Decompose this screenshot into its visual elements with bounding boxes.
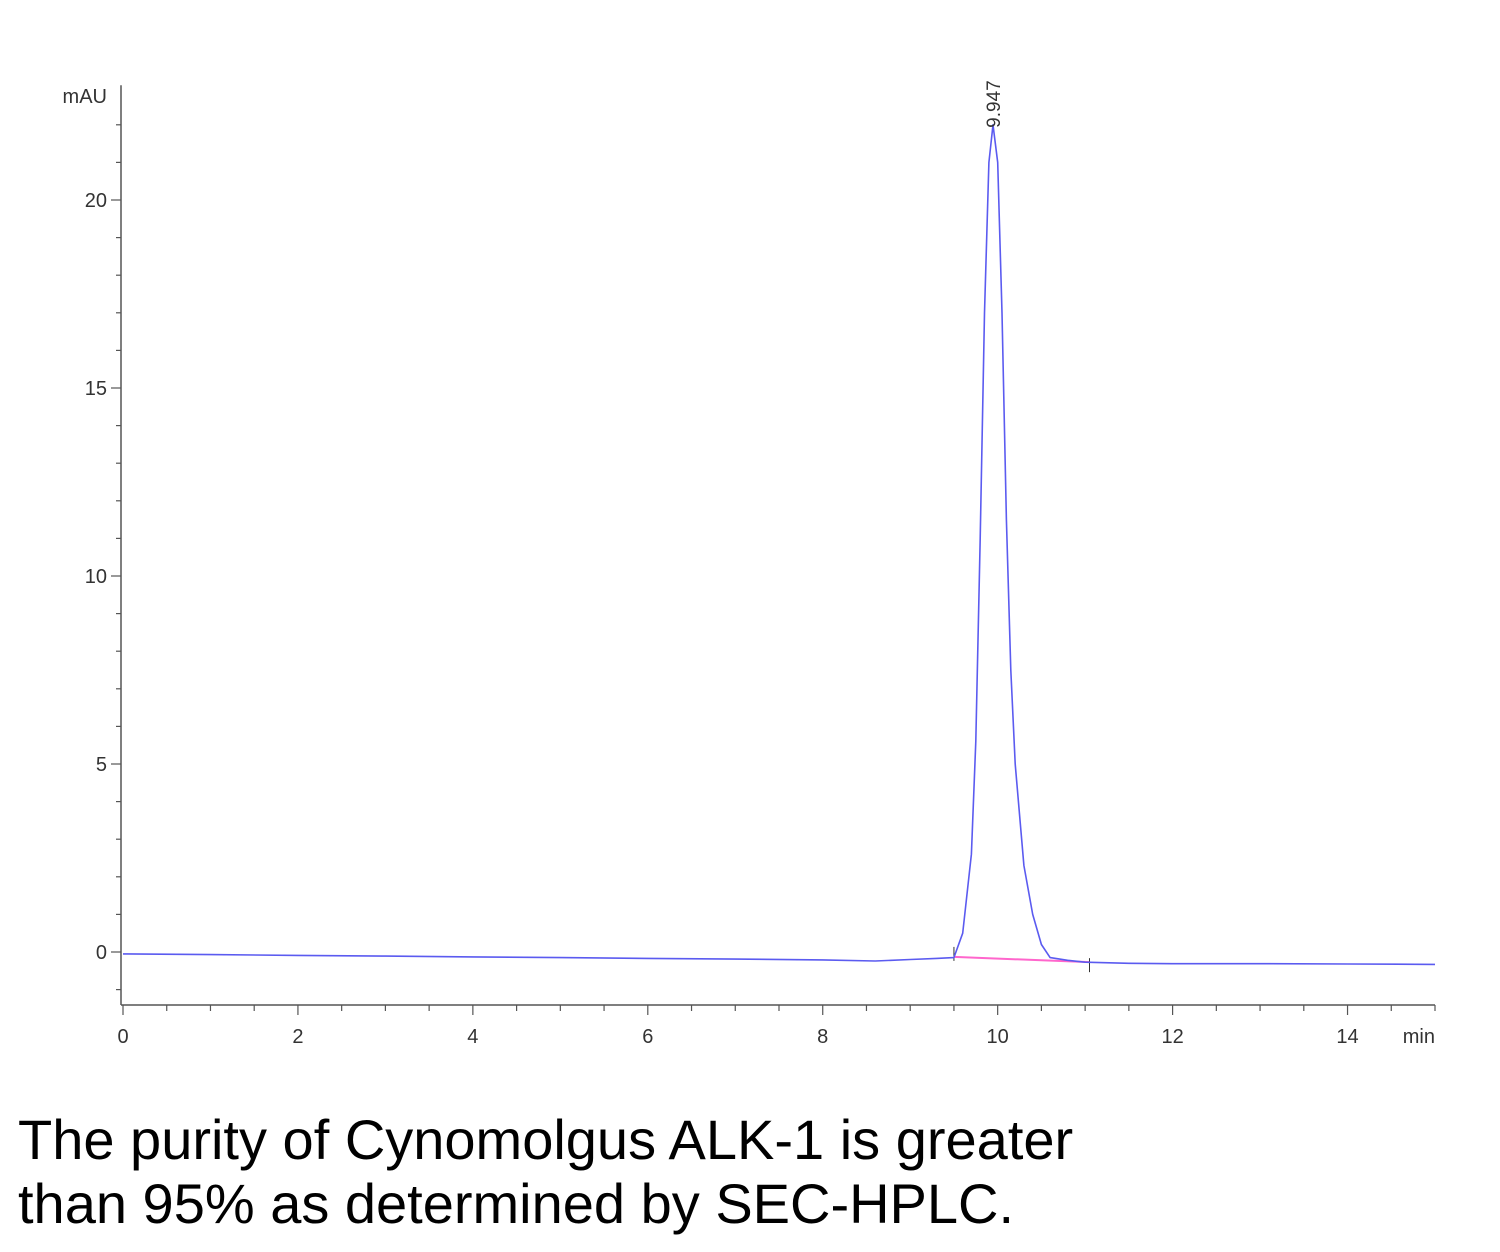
y-tick-label: 10 xyxy=(85,566,107,588)
integration-baseline xyxy=(953,955,1090,964)
peak-label: 9.947 xyxy=(984,80,1005,128)
tick-labels: 0 5 10 15 20 mAU 0 2 4 6 8 10 12 14 min xyxy=(63,86,1435,1048)
caption-line-2: than 95% as determined by SEC-HPLC. xyxy=(18,1172,1015,1235)
caption-line-1: The purity of Cynomolgus ALK-1 is greate… xyxy=(18,1108,1074,1171)
plot-area: 9.947 xyxy=(122,80,1436,973)
x-tick-label: 14 xyxy=(1336,1026,1358,1048)
x-tick-label: 6 xyxy=(642,1026,653,1048)
y-tick-label: 15 xyxy=(85,378,107,400)
chromatogram-chart: 0 5 10 15 20 mAU 0 2 4 6 8 10 12 14 min 9.947 xyxy=(63,80,1436,1048)
y-tick-label: 20 xyxy=(85,190,107,212)
axes xyxy=(120,85,1435,1006)
x-tick-label: 2 xyxy=(292,1026,303,1048)
y-tick-label: 5 xyxy=(96,754,107,776)
x-axis-unit: min xyxy=(1403,1026,1435,1048)
x-tick-label: 0 xyxy=(117,1026,128,1048)
figure-caption: The purity of Cynomolgus ALK-1 is greate… xyxy=(18,1108,1478,1236)
x-tick-label: 4 xyxy=(467,1026,478,1048)
x-tick-label: 12 xyxy=(1161,1026,1183,1048)
y-tick-label: 0 xyxy=(96,942,107,964)
signal-trace xyxy=(122,124,1436,966)
x-tick-label: 8 xyxy=(817,1026,828,1048)
ticks xyxy=(111,124,1436,1015)
x-tick-label: 10 xyxy=(987,1026,1009,1048)
y-axis-unit: mAU xyxy=(63,86,107,108)
